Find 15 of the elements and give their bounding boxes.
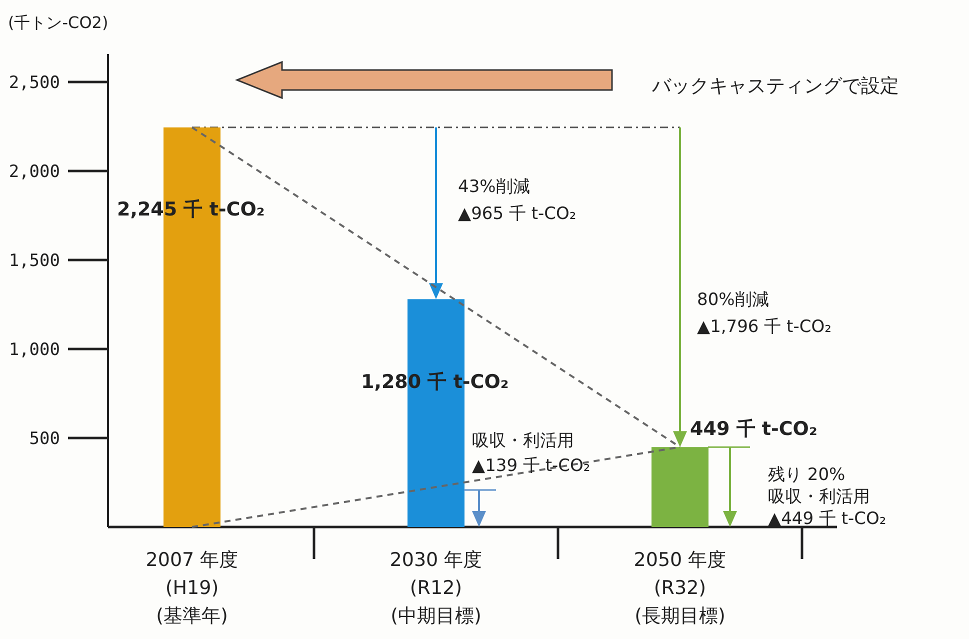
x-tick-label: 2030 年度 (R12) (中期目標): [390, 549, 482, 627]
y-tick-label: 1,000: [8, 340, 60, 360]
y-tick-label: 2,000: [8, 162, 60, 182]
y-tick-label: 500: [29, 429, 60, 449]
annotation: 43%削減 ▲965 千 t-CO₂: [458, 177, 576, 224]
annotation: 吸収・利活用 ▲139 千 t-CO₂: [472, 431, 590, 476]
data-label: 449 千 t-CO₂: [690, 418, 818, 440]
y-tick-label: 1,500: [8, 251, 60, 271]
y-tick-label: 2,500: [8, 73, 60, 93]
y-axis-title: (千トン-CO2): [8, 13, 108, 32]
text: 残り 20% 吸収・利活用 ▲449 千 t-CO₂: [768, 465, 886, 529]
x-tick-label: 2007 年度 (H19) (基準年): [146, 549, 238, 627]
annotation: バックキャスティングで設定: [651, 75, 899, 97]
annotation: 80%削減 ▲1,796 千 t-CO₂: [697, 290, 832, 337]
x-tick-label: 2050 年度 (R32) (長期目標): [634, 549, 726, 627]
